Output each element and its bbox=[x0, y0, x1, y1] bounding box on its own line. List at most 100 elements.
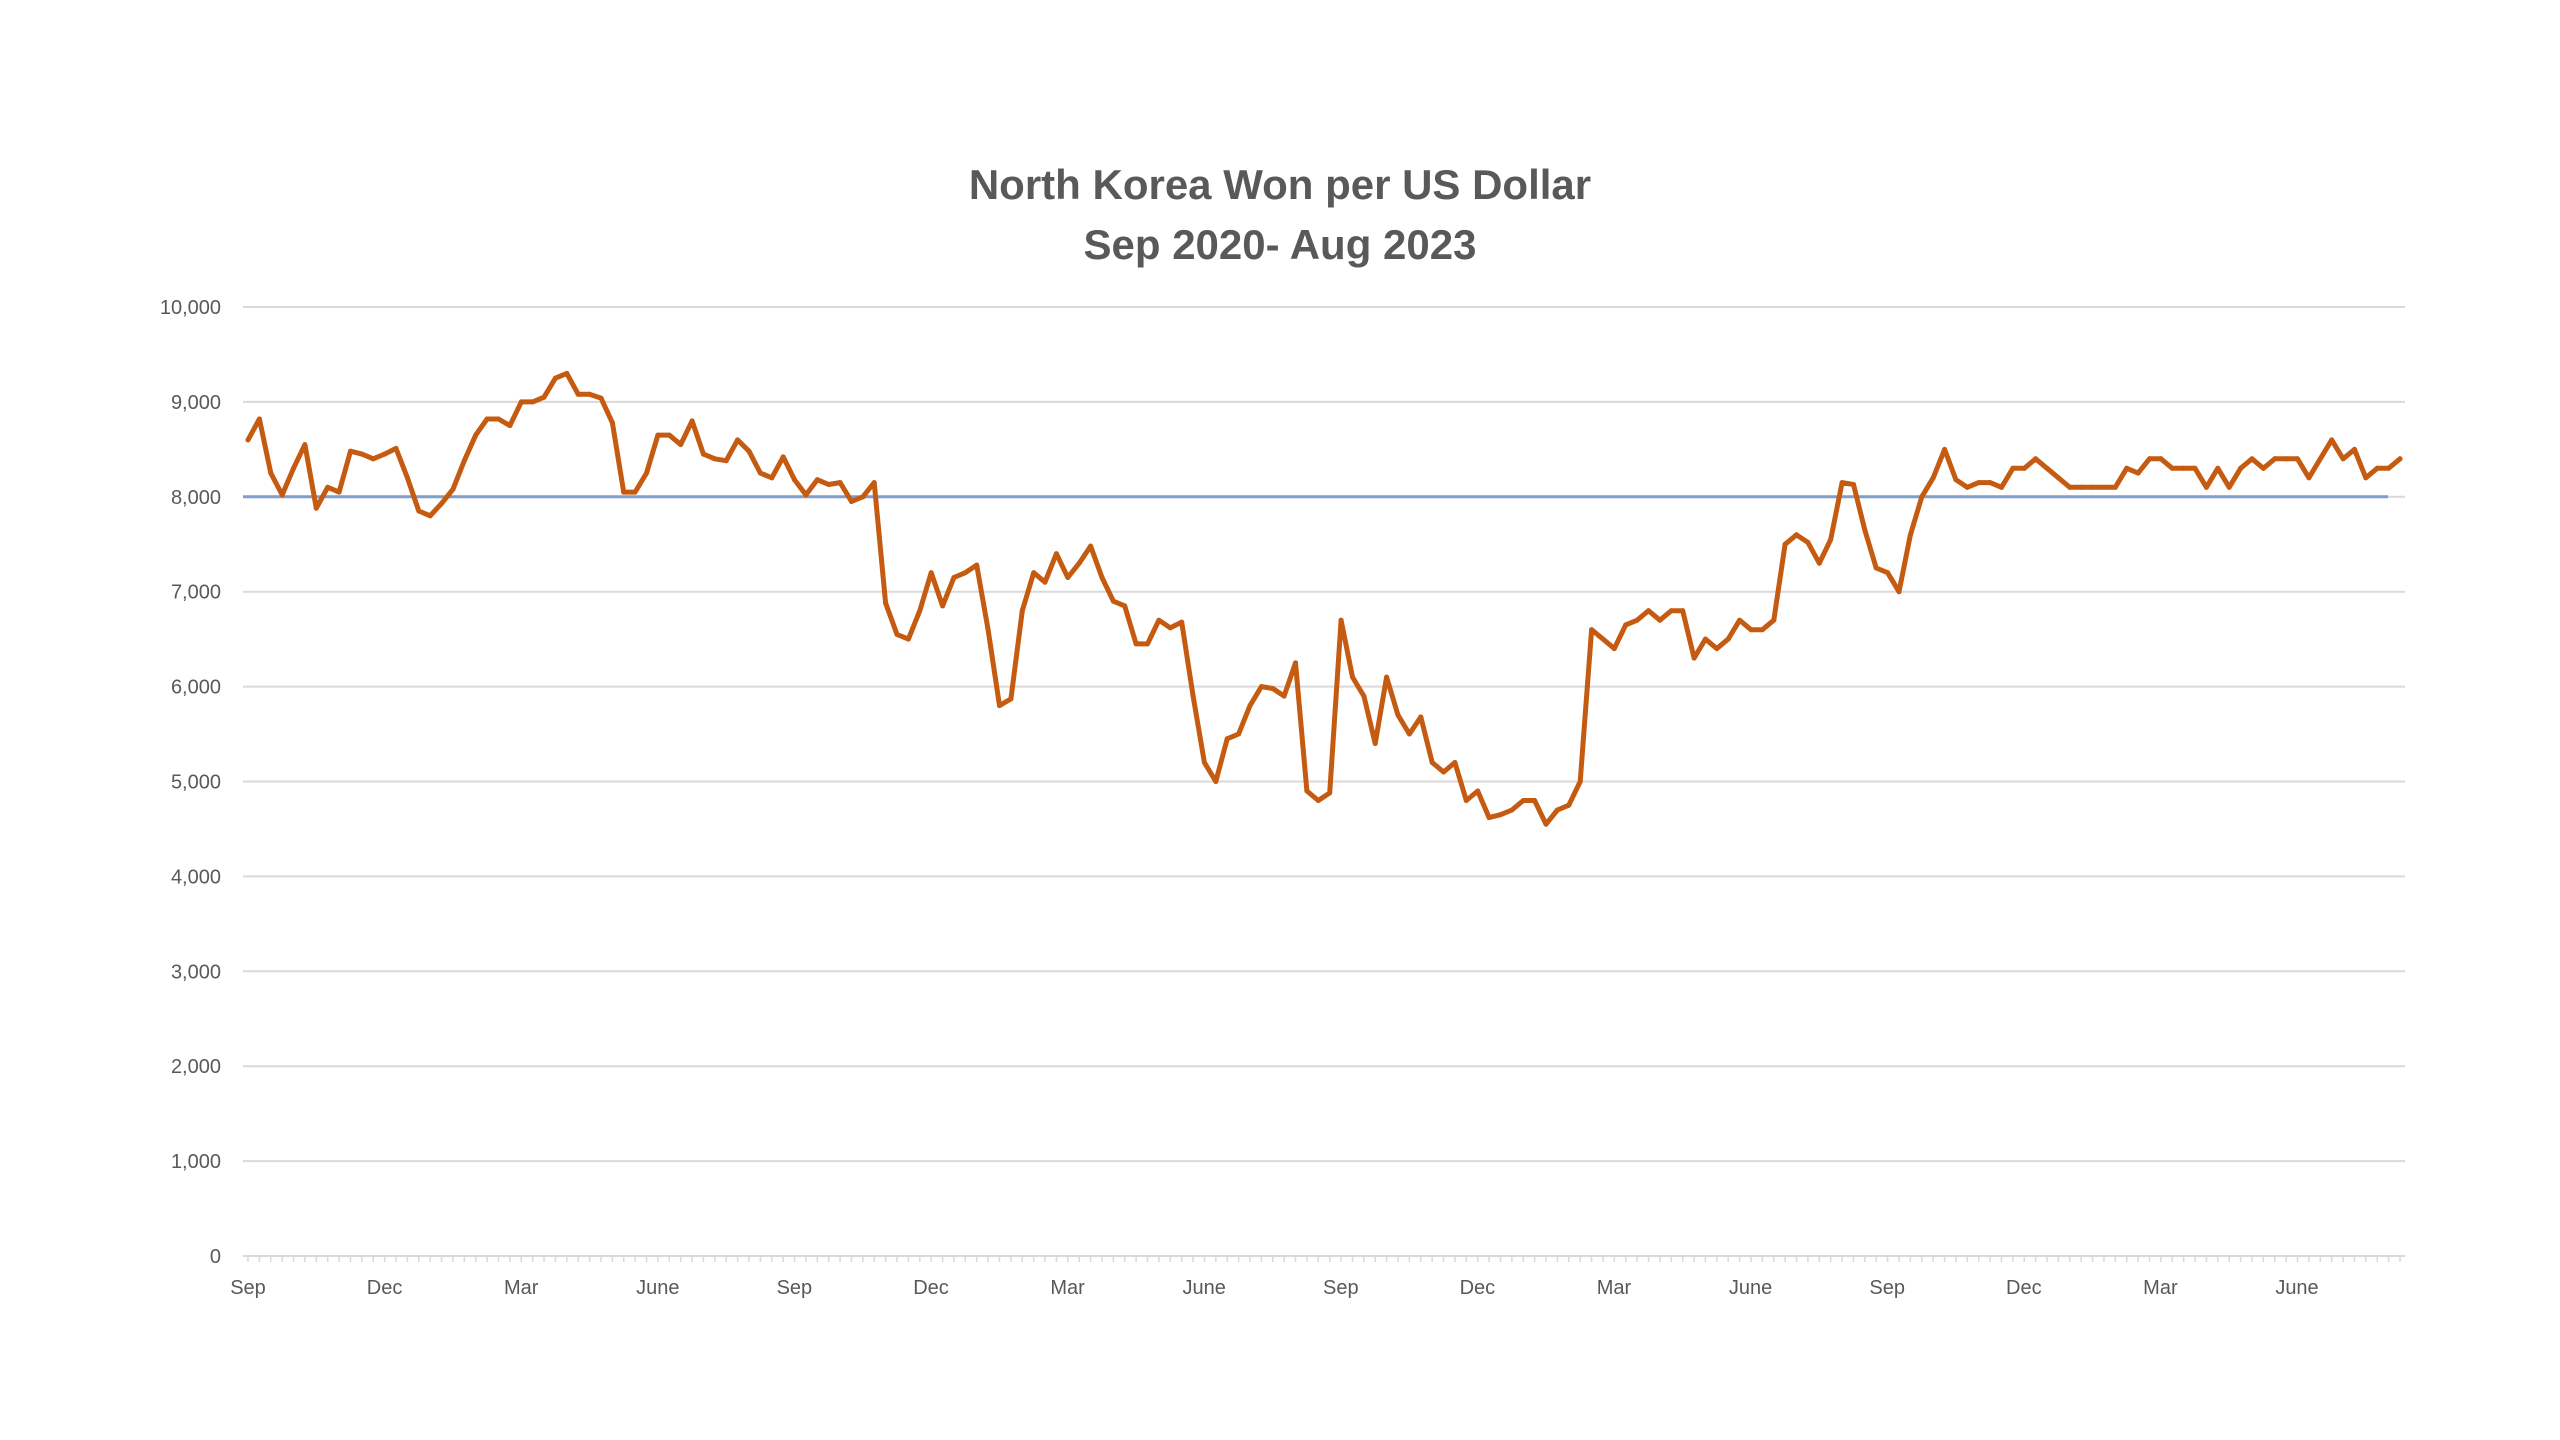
x-tick-label: Dec bbox=[2006, 1277, 2042, 1299]
data-point bbox=[507, 423, 513, 429]
data-point bbox=[1008, 696, 1014, 702]
data-point bbox=[1805, 539, 1811, 545]
data-point bbox=[1236, 731, 1242, 737]
data-point bbox=[2374, 465, 2380, 471]
data-point bbox=[1725, 636, 1731, 642]
data-point bbox=[1270, 686, 1276, 691]
data-point bbox=[2363, 475, 2369, 481]
data-point bbox=[871, 480, 877, 486]
data-point bbox=[757, 470, 763, 476]
data-point bbox=[2169, 465, 2175, 471]
data-point bbox=[849, 499, 854, 504]
data-point bbox=[1110, 598, 1116, 604]
x-tick-label: Sep bbox=[230, 1277, 266, 1299]
y-tick-label: 4,000 bbox=[171, 866, 221, 888]
data-point bbox=[1076, 560, 1082, 566]
data-point bbox=[370, 456, 376, 462]
y-axis-tick-labels: 0 1,000 2,000 3,000 4,000 5,000 6,000 7,000 8,00… bbox=[160, 297, 221, 1268]
data-point bbox=[1976, 480, 1982, 486]
data-point bbox=[1395, 712, 1401, 718]
data-point bbox=[1099, 575, 1105, 580]
data-point bbox=[598, 395, 604, 401]
data-point bbox=[1258, 684, 1264, 690]
data-point bbox=[1350, 674, 1355, 680]
data-point bbox=[826, 482, 832, 487]
x-tick-label: June bbox=[636, 1277, 679, 1299]
data-point bbox=[393, 445, 399, 451]
data-point bbox=[1031, 570, 1037, 576]
data-point bbox=[2147, 456, 2152, 462]
data-point bbox=[2238, 465, 2244, 471]
data-point bbox=[1486, 815, 1492, 821]
data-point bbox=[2283, 456, 2289, 462]
data-point bbox=[2340, 456, 2346, 462]
data-point bbox=[2021, 465, 2027, 471]
data-point bbox=[1520, 798, 1526, 803]
data-points bbox=[245, 370, 2403, 827]
data-point bbox=[1816, 560, 1822, 566]
x-tick-label: June bbox=[1183, 1277, 1226, 1299]
data-point bbox=[735, 437, 741, 443]
data-point bbox=[1133, 641, 1139, 647]
data-point bbox=[291, 465, 296, 471]
data-point bbox=[792, 477, 797, 483]
data-point bbox=[2044, 465, 2050, 471]
data-point bbox=[1247, 703, 1253, 709]
data-point bbox=[1281, 693, 1287, 699]
data-point bbox=[689, 418, 695, 424]
x-tick-label: June bbox=[2275, 1277, 2318, 1299]
y-tick-label: 7,000 bbox=[171, 582, 221, 604]
data-point bbox=[769, 475, 775, 481]
data-point bbox=[1896, 589, 1902, 595]
data-point bbox=[1201, 760, 1207, 765]
data-point bbox=[552, 375, 558, 381]
data-point bbox=[313, 505, 319, 511]
data-point bbox=[632, 489, 638, 495]
data-point bbox=[1156, 617, 1162, 623]
data-point bbox=[1862, 527, 1868, 533]
data-point bbox=[2010, 465, 2016, 471]
data-point bbox=[974, 562, 980, 568]
data-point bbox=[427, 513, 433, 519]
x-axis-tick-labels: Sep Dec Mar June Sep Dec Mar June Sep Dec Mar June S… bbox=[230, 1277, 2318, 1299]
data-point bbox=[2158, 456, 2164, 462]
data-point bbox=[1452, 760, 1458, 765]
data-point bbox=[712, 456, 718, 462]
data-point bbox=[587, 391, 593, 397]
data-point bbox=[1577, 779, 1583, 784]
data-point bbox=[2112, 484, 2118, 490]
data-point bbox=[256, 416, 262, 422]
data-point bbox=[1327, 790, 1333, 796]
data-point bbox=[2055, 475, 2061, 481]
data-point bbox=[883, 600, 889, 606]
data-point bbox=[962, 570, 968, 576]
data-point bbox=[1748, 627, 1754, 633]
data-point bbox=[2249, 456, 2255, 462]
data-point bbox=[450, 486, 456, 492]
data-point bbox=[1361, 693, 1367, 699]
x-tick-label: Sep bbox=[1869, 1277, 1905, 1299]
y-tick-label: 5,000 bbox=[171, 772, 221, 794]
data-point bbox=[518, 399, 524, 405]
y-tick-label: 6,000 bbox=[171, 677, 221, 699]
data-point bbox=[985, 627, 991, 633]
data-point bbox=[1600, 636, 1606, 642]
data-point bbox=[1634, 617, 1640, 623]
chart-title: North Korea Won per US Dollar bbox=[968, 161, 1592, 208]
data-point bbox=[2078, 484, 2084, 490]
data-point bbox=[746, 448, 752, 454]
data-point bbox=[894, 631, 900, 637]
data-point bbox=[2306, 475, 2312, 481]
data-point bbox=[1657, 617, 1663, 623]
x-axis bbox=[243, 1255, 2405, 1262]
data-point bbox=[1554, 807, 1560, 813]
data-point bbox=[803, 492, 809, 498]
data-point bbox=[1839, 480, 1845, 486]
data-point bbox=[1873, 565, 1879, 571]
data-point bbox=[940, 603, 946, 609]
data-point bbox=[541, 394, 547, 400]
data-point bbox=[1088, 543, 1094, 549]
data-point bbox=[1224, 736, 1230, 742]
data-point bbox=[1498, 812, 1503, 818]
